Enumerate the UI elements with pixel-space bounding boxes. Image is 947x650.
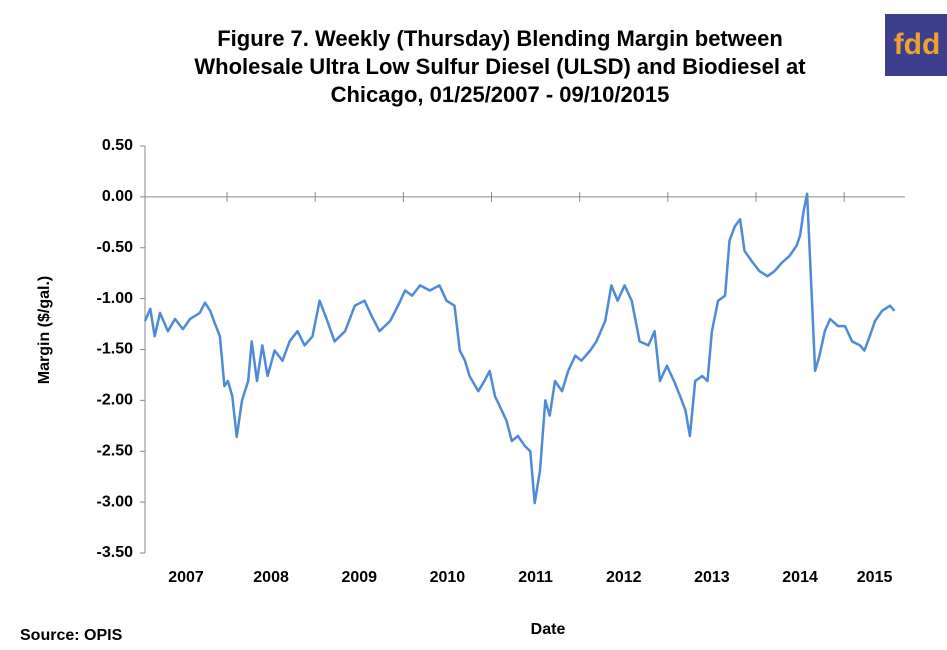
x-axis-label: Date xyxy=(531,621,566,638)
source: Source: OPIS xyxy=(20,627,123,644)
x-tick-label: 2013 xyxy=(694,569,730,586)
x-tick-label: 2012 xyxy=(606,569,642,586)
y-tick-label: -3.00 xyxy=(97,493,134,510)
x-tick-label: 2007 xyxy=(168,569,204,586)
x-tick-label: 2014 xyxy=(782,569,818,586)
y-tick-label: -1.50 xyxy=(97,341,134,358)
y-tick-label: -1.00 xyxy=(97,290,134,307)
y-axis-label: Margin ($/gal.) xyxy=(36,276,53,384)
line-series xyxy=(143,192,896,505)
x-tick-label: 2009 xyxy=(341,569,377,586)
chart-title: Figure 7. Weekly (Thursday) Blending Mar… xyxy=(217,26,783,51)
y-tick-label: -2.50 xyxy=(97,442,134,459)
chart-title: Wholesale Ultra Low Sulfur Diesel (ULSD)… xyxy=(194,54,806,79)
y-tick-label: -3.50 xyxy=(97,544,134,561)
logo-box xyxy=(885,14,947,76)
x-tick-label: 2011 xyxy=(518,569,553,586)
y-tick-label: -0.50 xyxy=(97,239,134,256)
y-tick-label: -2.00 xyxy=(97,392,134,409)
logo: fdd xyxy=(894,28,941,61)
x-tick-label: 2008 xyxy=(253,569,289,586)
x-tick-label: 2010 xyxy=(430,569,466,586)
x-tick-label: 2015 xyxy=(857,569,893,586)
chart-title: Chicago, 01/25/2007 - 09/10/2015 xyxy=(331,82,670,107)
y-tick-label: 0.50 xyxy=(102,137,133,154)
y-tick-label: 0.00 xyxy=(102,188,133,205)
